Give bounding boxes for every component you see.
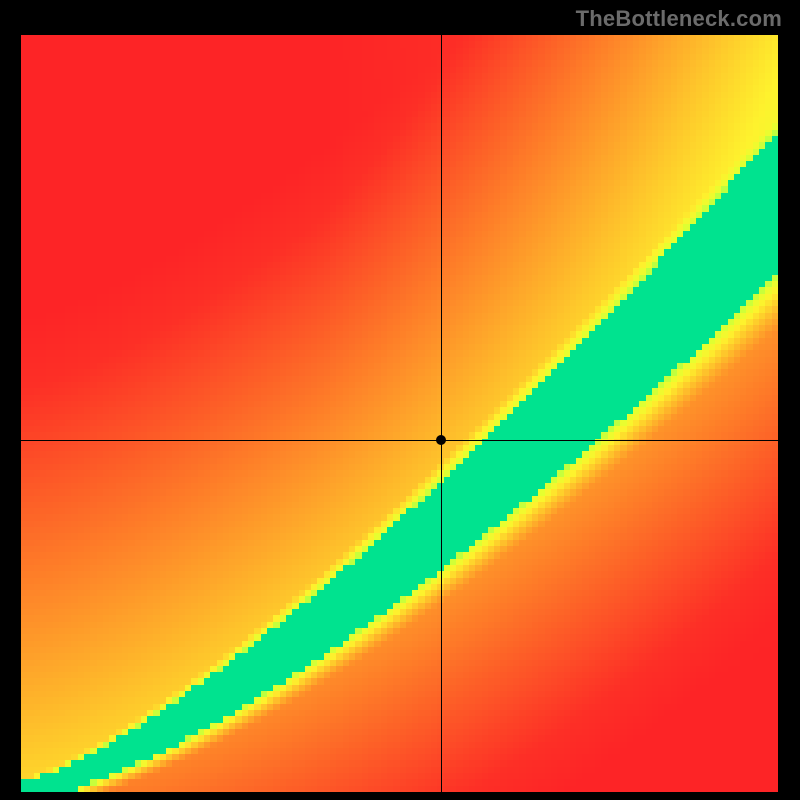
crosshair-marker — [436, 435, 446, 445]
crosshair-vertical — [441, 35, 442, 792]
chart-container: TheBottleneck.com — [0, 0, 800, 800]
crosshair-horizontal — [21, 440, 778, 441]
plot-area — [21, 35, 778, 792]
heatmap-canvas — [21, 35, 778, 792]
watermark-text: TheBottleneck.com — [576, 6, 782, 32]
